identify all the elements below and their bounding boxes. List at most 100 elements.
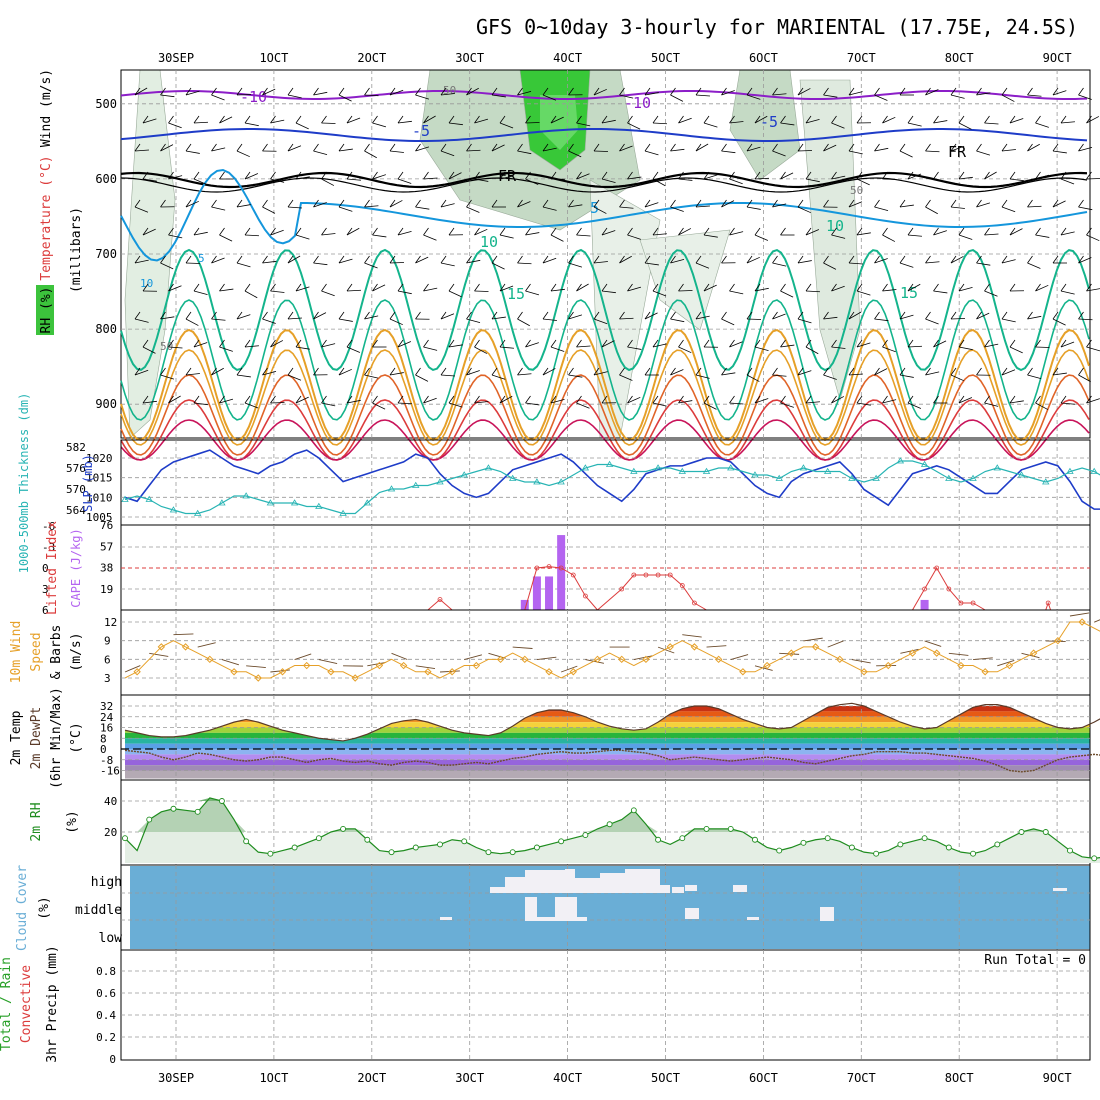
wind-barb: [805, 290, 821, 293]
wind-barb: [593, 261, 608, 264]
wind-barb-flag: [925, 367, 931, 376]
wind-barb: [706, 645, 727, 648]
wind-barb: [900, 648, 919, 654]
thickness-point: [121, 495, 129, 502]
wind-barb-flag: [1027, 255, 1033, 264]
wind-barb-flag: [925, 311, 931, 320]
wind-barb: [772, 93, 787, 96]
temperature-band: [125, 770, 1090, 779]
wind-barb: [1001, 318, 1016, 323]
rh-legend-swatch: [36, 285, 54, 335]
thickness-point: [605, 460, 614, 467]
wind-barb: [173, 633, 194, 636]
lifted-index-line: [524, 566, 598, 611]
wind-barb-flag: [219, 227, 225, 236]
wind-barb-flag: [601, 115, 608, 124]
wind-barb: [568, 150, 582, 158]
wind-barb: [1052, 90, 1067, 96]
wind-barb: [440, 203, 455, 208]
slp-tick-label: 1020: [86, 452, 113, 465]
wind-barb: [466, 149, 481, 152]
lifted-index-point: [1045, 600, 1051, 606]
wind-barb: [746, 374, 760, 382]
wind-barb: [848, 373, 863, 376]
wind-barb: [754, 234, 769, 241]
bottom-date-label: 1OCT: [259, 1071, 288, 1085]
rh-point: [243, 838, 250, 845]
wind-barb: [568, 314, 583, 320]
wind-barb-flag: [805, 339, 812, 348]
wind-barb: [652, 402, 667, 407]
wind-barb: [338, 368, 352, 376]
wind-barb: [950, 374, 964, 382]
wind-barb: [823, 262, 837, 270]
wind-barb: [448, 122, 463, 126]
wind-barb: [933, 230, 947, 236]
wind-barb: [499, 175, 514, 180]
wind-barb: [389, 89, 404, 96]
wind-barb-flag: [466, 199, 472, 208]
wind-barb-flag: [364, 199, 370, 208]
wind-barb-flag: [754, 227, 761, 236]
wind-barb-flag: [1078, 143, 1084, 152]
wind-barb: [1001, 206, 1016, 213]
wind-barb-flag: [415, 143, 421, 152]
wind-barb: [831, 396, 845, 404]
wind-barb: [874, 147, 889, 152]
wind-barb-flag: [1001, 199, 1008, 208]
wind-barb: [1078, 318, 1093, 321]
wind-barb-flag: [984, 171, 990, 180]
lifted-index-point: [922, 586, 927, 592]
wind-barb: [805, 229, 820, 236]
wind-barb-flag: [644, 143, 651, 152]
wind-barb: [211, 257, 225, 264]
wind-barb: [899, 314, 914, 320]
wind-barb-flag: [933, 339, 939, 348]
wind-barb-flag: [695, 255, 702, 264]
wind-speed-point: [230, 668, 238, 676]
wind-barb-flag: [211, 311, 217, 320]
thickness-point: [678, 467, 687, 474]
wind-barb: [423, 234, 437, 241]
wind-barb: [627, 396, 641, 404]
wind-barb-flag: [287, 199, 294, 208]
wind-barb: [397, 230, 412, 236]
wind-barb: [644, 312, 658, 320]
wind-barb: [652, 290, 667, 297]
wind-barb-flag: [848, 255, 855, 264]
thickness-point: [557, 478, 565, 485]
wind-barb-flag: [593, 199, 600, 208]
wind-barb: [772, 262, 787, 267]
wind-barb-flag: [958, 115, 965, 124]
wind-barb-flag: [721, 255, 727, 264]
wind-barb: [644, 150, 659, 156]
wind-barb: [168, 285, 182, 292]
wind-barb-flag: [984, 339, 990, 348]
wind-barb-flag: [874, 143, 880, 152]
rh-point: [1091, 855, 1098, 862]
wind-barb-flag: [780, 395, 786, 404]
wind-barb-flag: [1086, 171, 1092, 180]
wind-barb: [321, 343, 336, 348]
wind-barb: [287, 255, 301, 264]
wind-barb: [601, 230, 616, 236]
top-date-label: 9OCT: [1043, 51, 1072, 65]
wind-barb-flag: [542, 87, 549, 96]
wind-barb: [729, 121, 744, 124]
wind-barb-flag: [262, 87, 268, 96]
top-date-label: 4OCT: [553, 51, 582, 65]
thickness-tick-label: 564: [66, 504, 86, 517]
wind-barb: [678, 117, 692, 124]
dewpoint-axis-label: 2m DewPt: [29, 707, 44, 770]
wind-barb: [703, 234, 718, 238]
wind-barb: [925, 318, 939, 325]
thickness-point: [945, 474, 953, 481]
wind-barb-flag: [270, 283, 276, 292]
thickness-point: [969, 474, 977, 481]
wind-barb: [550, 234, 564, 242]
wind-barb: [389, 318, 403, 326]
wind-barb-flag: [882, 115, 888, 124]
wind-barb: [1060, 121, 1075, 124]
wind-barb-flag: [925, 143, 931, 152]
rh-point: [461, 838, 468, 845]
